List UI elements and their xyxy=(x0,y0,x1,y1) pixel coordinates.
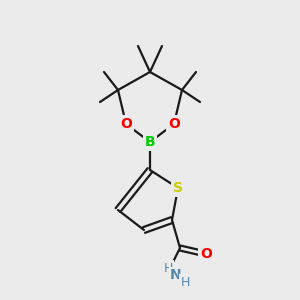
Text: S: S xyxy=(173,181,183,195)
Text: O: O xyxy=(120,117,132,131)
Text: B: B xyxy=(145,135,155,149)
Text: O: O xyxy=(200,247,212,261)
Text: N: N xyxy=(170,268,182,282)
Text: O: O xyxy=(168,117,180,131)
Text: H: H xyxy=(180,275,190,289)
Text: H: H xyxy=(163,262,173,275)
